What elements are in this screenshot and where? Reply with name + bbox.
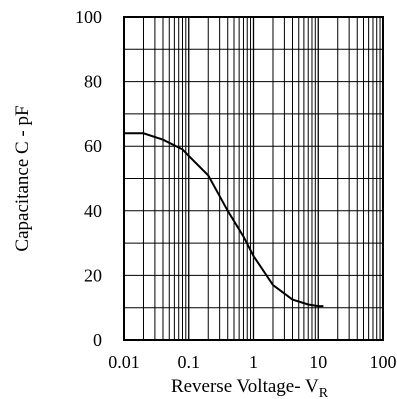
x-tick-label: 1: [249, 352, 258, 372]
y-tick-label: 100: [75, 7, 102, 27]
y-axis-label: Capacitance C - pF: [12, 105, 33, 251]
x-tick-label: 10: [309, 352, 327, 372]
y-tick-label: 60: [84, 136, 102, 156]
x-tick-label: 100: [370, 352, 397, 372]
x-tick-label: 0.1: [178, 352, 201, 372]
grid: [124, 17, 383, 340]
tick-labels: 0.01 0.1 1 10 100 0 20 40 60 80 100: [75, 7, 397, 372]
y-tick-label: 0: [93, 330, 102, 350]
capacitance-curve: [124, 132, 324, 308]
y-tick-label: 40: [84, 201, 102, 221]
y-tick-label: 80: [84, 72, 102, 92]
x-axis-label-subscript: R: [319, 386, 329, 399]
y-tick-label: 20: [84, 265, 102, 285]
x-axis-label: Reverse Voltage- VR: [171, 376, 329, 399]
x-tick-label: 0.01: [108, 352, 140, 372]
plot-frame: [123, 16, 384, 341]
x-axis-label-text: Reverse Voltage- V: [171, 376, 319, 397]
